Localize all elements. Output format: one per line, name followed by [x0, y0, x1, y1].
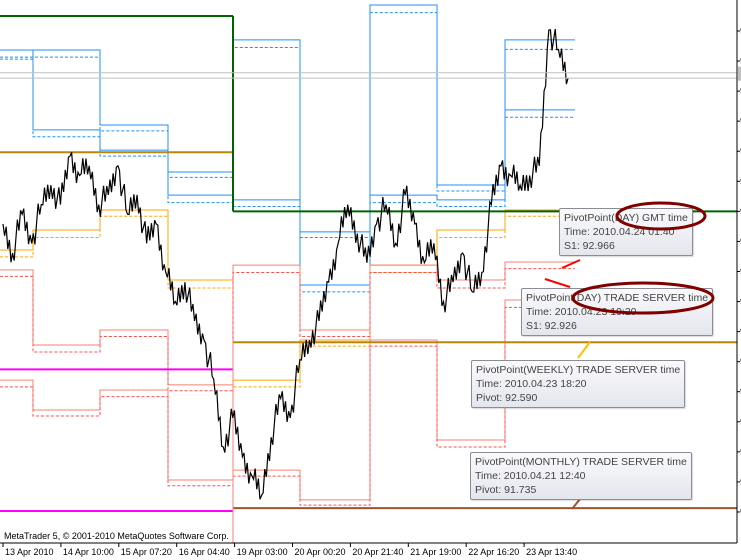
daily-pivot-level	[0, 49, 575, 286]
tooltip-monthly: PivotPoint(MONTHLY) TRADE SERVER time Ti…	[470, 452, 692, 500]
current-price-box	[738, 66, 741, 81]
tooltip-time: Time: 2010.04.24 01:40	[564, 226, 675, 238]
callout-connector	[561, 259, 581, 269]
x-tick-label: 22 Apr 16:20	[468, 547, 519, 557]
tooltip-weekly: PivotPoint(WEEKLY) TRADE SERVER time Tim…	[471, 360, 686, 408]
tooltip-value: S1: 92.966	[564, 240, 615, 252]
daily-pivot-level	[0, 12, 575, 239]
daily-pivot-level	[0, 268, 575, 392]
copyright-label: MetaTrader 5, © 2001-2010 MetaQuotes Sof…	[4, 531, 229, 541]
x-tick-label: 14 Apr 10:00	[63, 547, 114, 557]
daily-pivot-level	[0, 4, 575, 233]
daily-pivot-level	[0, 215, 575, 388]
callout-connector	[544, 278, 571, 288]
tooltip-time: Time: 2010.04.21 12:40	[475, 470, 586, 482]
daily-pivot-level	[0, 306, 575, 506]
tooltip-title: PivotPoint(DAY) TRADE SERVER time	[526, 292, 709, 304]
x-tick-label: 23 Apr 13:40	[526, 547, 577, 557]
daily-pivot-level	[0, 58, 575, 293]
tooltip-time: Time: 2010.04.23 19:20	[526, 306, 637, 318]
tooltip-value: S1: 92.926	[526, 320, 577, 332]
tooltip-day-gmt: PivotPoint(DAY) GMT time Time: 2010.04.2…	[559, 208, 693, 256]
tooltip-title: PivotPoint(WEEKLY) TRADE SERVER time	[476, 364, 681, 376]
x-tick-label: 15 Apr 07:20	[121, 547, 172, 557]
callout-connector	[571, 498, 581, 510]
tooltip-value: Pivot: 92.590	[476, 392, 538, 404]
daily-pivot-level	[0, 209, 575, 381]
tooltip-value: Pivot: 91.735	[475, 484, 537, 496]
x-tick-label: 20 Apr 21:40	[352, 547, 403, 557]
tooltip-title: PivotPoint(DAY) GMT time	[564, 212, 688, 224]
x-tick-label: 16 Apr 04:40	[179, 547, 230, 557]
x-tick-label: 13 Apr 2010	[5, 547, 54, 557]
x-tick-label: 21 Apr 19:00	[410, 547, 461, 557]
tooltip-time: Time: 2010.04.23 18:20	[476, 378, 587, 390]
tooltip-day-server: PivotPoint(DAY) TRADE SERVER time Time: …	[521, 288, 714, 336]
x-tick-label: 20 Apr 00:20	[295, 547, 346, 557]
price-line	[2, 28, 569, 500]
callout-connector	[577, 341, 591, 359]
x-tick-label: 19 Apr 03:00	[237, 547, 288, 557]
tooltip-title: PivotPoint(MONTHLY) TRADE SERVER time	[475, 456, 687, 468]
